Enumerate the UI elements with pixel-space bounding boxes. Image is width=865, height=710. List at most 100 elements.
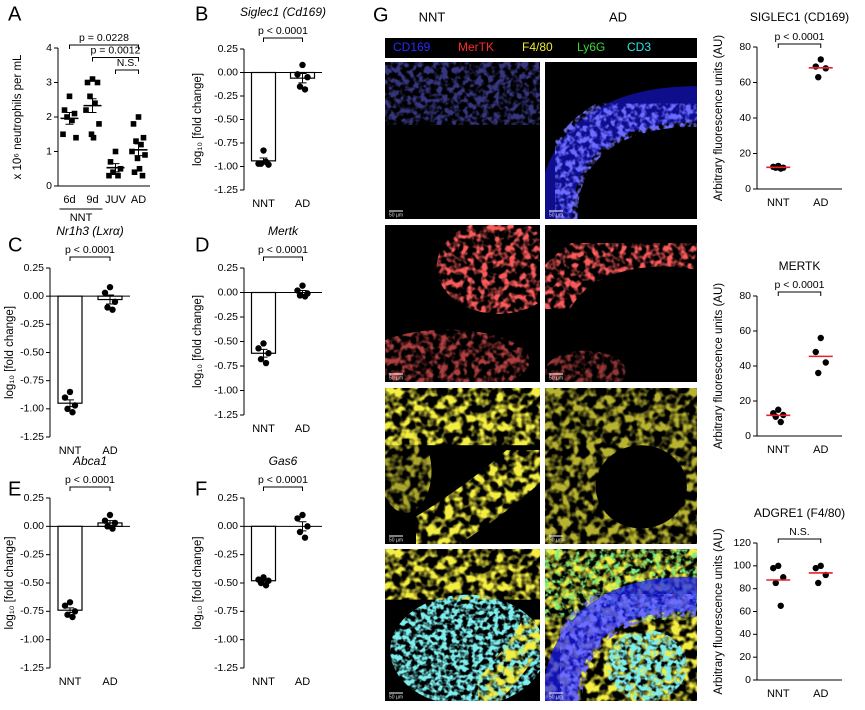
scale-bar-label: 50 µm	[549, 537, 563, 543]
data-point	[815, 579, 822, 587]
data-point	[775, 406, 782, 413]
significance-bracket	[69, 486, 111, 491]
data-point	[780, 574, 787, 581]
y-axis-label: Arbitrary fluorescence units (AU)	[713, 35, 725, 201]
y-tick-label: -1.00	[20, 633, 44, 645]
scale-bar-label: 50 µm	[389, 537, 403, 543]
y-axis-label: log₁₀ [fold change]	[4, 536, 16, 629]
data-point	[812, 564, 819, 572]
data-point	[777, 165, 784, 172]
error-bar	[106, 294, 114, 305]
data-point	[92, 100, 98, 106]
data-point	[299, 61, 306, 69]
bar	[250, 525, 277, 582]
significance-label: p < 0.0001	[775, 279, 825, 291]
significance-label: p < 0.0001	[258, 25, 308, 37]
y-tick-label: 40	[739, 360, 751, 372]
data-point	[69, 613, 76, 621]
data-point	[299, 282, 306, 289]
panel-letter: G	[373, 4, 389, 26]
micrograph	[385, 388, 540, 544]
data-point	[61, 394, 69, 401]
data-point	[138, 141, 144, 148]
data-point	[260, 574, 267, 581]
data-point	[817, 56, 824, 63]
significance-bracket	[777, 291, 822, 296]
y-tick-label: 20	[739, 395, 751, 407]
data-point	[296, 83, 304, 90]
y-tick-label: 80	[739, 582, 751, 594]
column-label: NNT	[419, 9, 446, 24]
data-point	[73, 134, 79, 141]
channel-name: CD169	[393, 40, 431, 54]
panel-letter: B	[195, 3, 208, 25]
data-point	[822, 359, 829, 366]
significance-bracket	[115, 69, 139, 74]
y-tick-label: 80	[739, 41, 751, 53]
data-point	[87, 93, 93, 100]
column-label: AD	[609, 9, 627, 24]
y-axis-label: log₁₀ [fold change]	[4, 306, 16, 399]
y-tick-label: 4	[46, 42, 52, 54]
y-tick-label: 0.25	[218, 492, 239, 504]
bar	[57, 295, 83, 404]
significance-label: p < 0.0001	[775, 31, 825, 43]
data-point	[301, 86, 309, 93]
y-axis-label: log₁₀ [fold change]	[192, 295, 204, 388]
data-point	[257, 355, 265, 363]
significance-bracket	[777, 538, 822, 543]
y-tick-label: -1.00	[214, 384, 238, 396]
chart-title: SIGLEC1 (CD169)	[750, 10, 849, 24]
data-point	[134, 155, 141, 162]
data-point	[66, 599, 74, 606]
data-point	[140, 134, 147, 141]
micrograph	[545, 388, 697, 544]
panel-letter: C	[8, 234, 22, 256]
data-point	[61, 602, 69, 609]
channel-name: CD3	[627, 40, 651, 54]
scale-bar-label: 50 µm	[549, 375, 563, 381]
y-tick-label: -1.00	[214, 633, 238, 645]
significance-bracket	[69, 256, 111, 261]
y-tick-label: -0.50	[20, 346, 44, 358]
bar	[57, 525, 83, 611]
chart-title: Mertk	[268, 224, 299, 238]
x-tick-label: NNT	[767, 197, 790, 209]
data-point	[69, 409, 76, 416]
micrograph	[545, 225, 697, 382]
data-point	[66, 93, 73, 100]
y-tick-label: 0.25	[24, 262, 45, 274]
data-point	[262, 582, 270, 589]
x-tick-label: AD	[295, 198, 310, 210]
y-tick-label: 100	[733, 560, 751, 572]
bar	[250, 71, 277, 162]
y-tick-label: -0.75	[214, 605, 238, 617]
data-point	[296, 528, 304, 536]
y-tick-label: 0.00	[218, 286, 239, 298]
data-point	[101, 289, 109, 296]
data-point	[129, 148, 135, 155]
y-tick-label: -0.50	[214, 113, 238, 125]
data-point	[106, 511, 114, 519]
x-tick-label: AD	[295, 676, 310, 688]
micrograph	[545, 549, 697, 701]
y-tick-label: 0.00	[218, 520, 239, 532]
y-tick-label: -1.25	[20, 431, 44, 443]
y-tick-label: -1.25	[214, 184, 238, 196]
x-tick-label: NNT	[252, 423, 275, 435]
data-point	[262, 359, 270, 367]
data-point	[64, 114, 70, 120]
y-tick-label: -0.50	[214, 335, 238, 347]
data-point	[64, 611, 71, 618]
data-point	[260, 147, 267, 154]
x-tick-label: 6d	[63, 194, 75, 206]
y-tick-label: -0.75	[214, 137, 238, 149]
y-tick-label: 120	[733, 537, 751, 549]
y-tick-label: 40	[739, 628, 751, 640]
data-point	[770, 564, 777, 572]
data-point	[66, 388, 74, 396]
data-point	[94, 79, 101, 86]
x-tick-label: NNT	[767, 444, 790, 456]
data-point	[817, 562, 824, 570]
